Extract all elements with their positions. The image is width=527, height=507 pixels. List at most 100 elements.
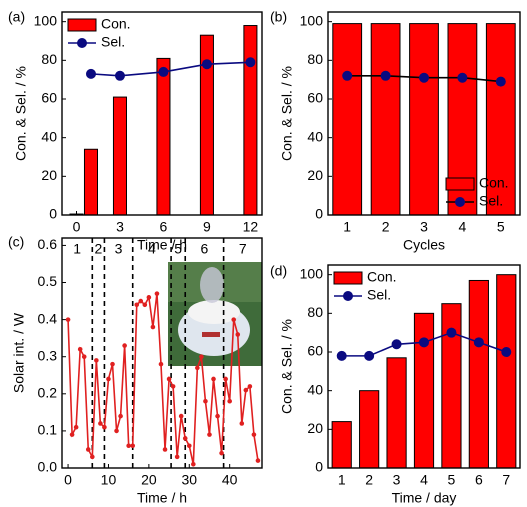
photo-label <box>202 332 220 337</box>
solar-point <box>147 295 152 300</box>
solar-point <box>175 455 180 460</box>
panel-label: (d) <box>270 263 287 279</box>
y-tick-label: 0.1 <box>38 422 58 438</box>
bar <box>371 24 400 215</box>
sel-point <box>501 347 511 357</box>
sel-point <box>392 339 402 349</box>
sel-point <box>381 71 391 81</box>
solar-point <box>86 447 91 452</box>
legend-label: Con. <box>367 269 397 285</box>
solar-point <box>66 317 71 322</box>
bar <box>469 280 488 468</box>
x-tick-label: 5 <box>448 472 456 488</box>
y-tick-label: 0.5 <box>38 273 58 289</box>
x-axis-title: Time / day <box>392 490 457 506</box>
bar <box>113 97 126 215</box>
photo-flask <box>200 267 224 303</box>
sel-point <box>342 71 352 81</box>
panel-label: (b) <box>270 9 287 25</box>
y-tick-label: 0.3 <box>38 347 58 363</box>
legend-swatch <box>334 272 362 284</box>
solar-point <box>106 377 111 382</box>
solar-point <box>122 343 127 348</box>
x-tick-label: 12 <box>243 219 259 235</box>
y-tick-label: 0 <box>49 206 57 222</box>
x-axis-title: Time / h <box>137 490 187 506</box>
bar <box>497 275 516 468</box>
solar-point <box>151 325 156 330</box>
x-tick-label: 7 <box>502 472 510 488</box>
solar-point <box>231 317 236 322</box>
x-tick-label: 2 <box>382 219 390 235</box>
solar-point <box>211 377 216 382</box>
x-tick-label: 3 <box>116 219 124 235</box>
y-tick-label: 20 <box>307 167 323 183</box>
x-tick-label: 2 <box>365 472 373 488</box>
x-axis-title: Cycles <box>403 237 445 253</box>
x-tick-label: 4 <box>420 472 428 488</box>
solar-point <box>191 462 196 467</box>
solar-point <box>195 366 200 371</box>
y-tick-label: 0.6 <box>38 236 58 252</box>
legend-swatch <box>68 19 96 31</box>
y-tick-label: 0 <box>315 459 323 475</box>
solar-point <box>159 362 164 367</box>
legend-label: Con. <box>479 175 509 191</box>
solar-point <box>171 384 176 389</box>
sel-line <box>91 62 250 76</box>
legend-label: Sel. <box>101 34 125 50</box>
y-tick-label: 0 <box>315 206 323 222</box>
y-tick-label: 40 <box>307 381 323 397</box>
legend-label: Sel. <box>479 193 503 209</box>
y-axis-title: Solar int. / W <box>11 312 27 393</box>
sel-point <box>337 351 347 361</box>
y-tick-label: 60 <box>41 90 57 106</box>
x-tick-label: 20 <box>141 472 157 488</box>
y-tick-label: 0.0 <box>38 459 58 475</box>
x-tick-label: 0 <box>73 219 81 235</box>
solar-point <box>248 384 253 389</box>
solar-point <box>118 414 123 419</box>
solar-point <box>114 429 119 434</box>
solar-point <box>167 377 172 382</box>
x-tick-label: 10 <box>101 472 117 488</box>
y-tick-label: 80 <box>307 51 323 67</box>
solar-point <box>78 347 83 352</box>
solar-point <box>134 302 139 307</box>
solar-point <box>70 432 75 437</box>
sel-point <box>474 337 484 347</box>
solar-point <box>102 425 107 430</box>
region-label: 5 <box>174 241 182 257</box>
solar-point <box>256 458 261 463</box>
solar-point <box>215 414 220 419</box>
solar-point <box>183 436 188 441</box>
y-tick-label: 0.2 <box>38 385 58 401</box>
solar-point <box>90 455 95 460</box>
solar-point <box>227 399 232 404</box>
legend-marker <box>77 38 87 48</box>
y-tick-label: 100 <box>34 12 58 28</box>
solar-point <box>223 377 228 382</box>
x-tick-label: 1 <box>338 472 346 488</box>
solar-point <box>110 362 115 367</box>
sel-point <box>202 59 212 69</box>
bar <box>333 24 362 215</box>
legend-swatch <box>446 178 474 190</box>
solar-point <box>179 414 184 419</box>
legend-label: Con. <box>101 16 131 32</box>
solar-point <box>199 354 204 359</box>
sel-point <box>496 77 506 87</box>
y-axis-title: Con. & Sel. / % <box>279 319 295 414</box>
x-tick-label: 0 <box>64 472 72 488</box>
solar-point <box>252 432 257 437</box>
y-axis-title: Con. & Sel. / % <box>13 66 29 161</box>
y-tick-label: 80 <box>41 51 57 67</box>
x-tick-label: 6 <box>160 219 168 235</box>
x-tick-label: 40 <box>222 472 238 488</box>
inset-photo <box>168 262 262 366</box>
page: (a)Time / hCon. & Sel. / %02040608010003… <box>0 0 527 507</box>
solar-point <box>98 421 103 426</box>
sel-point <box>115 71 125 81</box>
x-tick-label: 3 <box>420 219 428 235</box>
solar-point <box>244 388 249 393</box>
